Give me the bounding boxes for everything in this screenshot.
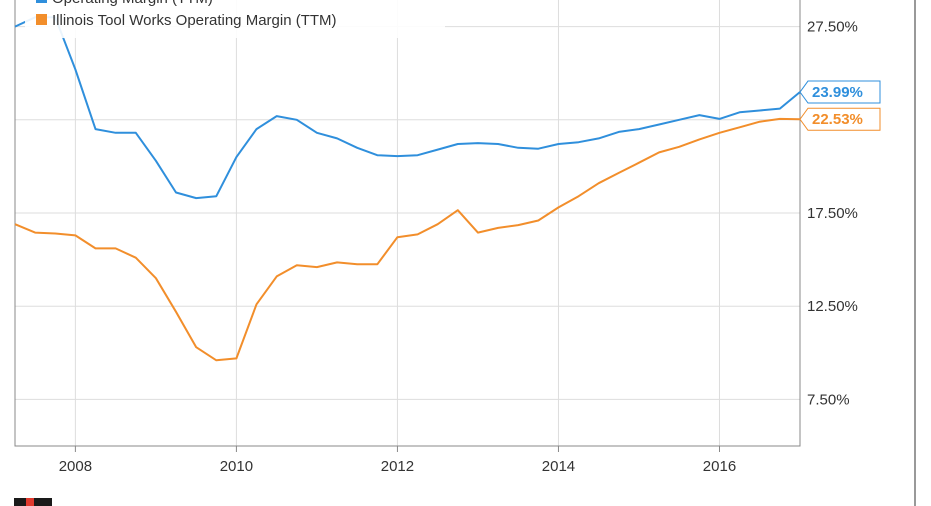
y-tick-label: 12.50%: [807, 298, 858, 315]
logo-accent: [26, 498, 34, 506]
y-tick-label: 17.50%: [807, 205, 858, 222]
x-tick-label: 2014: [542, 458, 575, 475]
x-tick-label: 2016: [703, 458, 736, 475]
series-end-labels: 23.99% 22.53%: [799, 80, 881, 131]
series-line-1: [14, 16, 801, 200]
x-axis-labels: 2008 2010 2012 2014 2016: [59, 458, 736, 475]
y-tick-label: 27.50%: [807, 19, 858, 36]
legend-background: [25, 0, 445, 38]
series-line-2: [14, 117, 801, 362]
legend-label: Operating Margin (TTM): [52, 0, 213, 7]
plot-frame: [14, 0, 801, 447]
x-tick-label: 2008: [59, 458, 92, 475]
x-tick-label: 2010: [220, 458, 253, 475]
y-axis-labels: 7.50% 12.50% 17.50% 27.50%: [807, 19, 858, 409]
end-value-label-1: 23.99%: [799, 80, 881, 104]
end-label-box: [799, 107, 881, 131]
end-value-label-2: 22.53%: [799, 107, 881, 131]
end-label-text: 22.53%: [812, 111, 863, 128]
x-tick-label: 2012: [381, 458, 414, 475]
series-lines: [14, 16, 801, 362]
y-tick-label: 7.50%: [807, 391, 850, 408]
legend: Operating Margin (TTM) Illinois Tool Work…: [25, 0, 445, 38]
end-label-text: 23.99%: [812, 84, 863, 101]
ycharts-logo: [14, 498, 52, 506]
legend-swatch: [36, 14, 47, 25]
legend-swatch: [36, 0, 47, 3]
end-label-box: [799, 80, 881, 104]
legend-label: Illinois Tool Works Operating Margin (TT…: [52, 12, 337, 29]
